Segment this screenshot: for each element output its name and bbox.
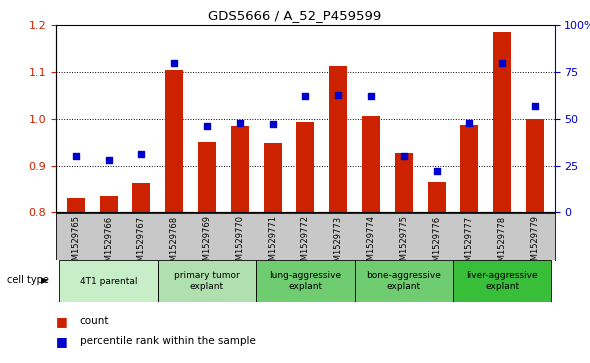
Text: percentile rank within the sample: percentile rank within the sample	[80, 336, 255, 346]
Point	[104, 157, 113, 163]
Bar	[158, 260, 256, 302]
Text: GSM1529770: GSM1529770	[235, 215, 244, 272]
Point	[169, 60, 179, 66]
Text: GSM1529773: GSM1529773	[333, 215, 343, 272]
Text: GSM1529771: GSM1529771	[268, 215, 277, 272]
Text: GSM1529775: GSM1529775	[399, 215, 408, 272]
Point	[71, 153, 80, 159]
Point	[366, 94, 376, 99]
Bar	[60, 260, 158, 302]
Bar	[428, 183, 445, 212]
Bar	[329, 66, 347, 212]
Text: GSM1529769: GSM1529769	[202, 215, 211, 272]
Text: primary tumor
explant: primary tumor explant	[174, 272, 240, 291]
Text: GSM1529779: GSM1529779	[530, 215, 539, 272]
Text: 4T1 parental: 4T1 parental	[80, 277, 137, 286]
Text: GSM1529766: GSM1529766	[104, 215, 113, 272]
Bar	[395, 153, 413, 212]
Bar	[256, 260, 355, 302]
Text: liver-aggressive
explant: liver-aggressive explant	[466, 272, 538, 291]
Text: GSM1529765: GSM1529765	[71, 215, 80, 272]
Point	[333, 92, 343, 98]
Point	[235, 120, 244, 126]
Text: ▶: ▶	[41, 276, 48, 285]
Point	[300, 94, 310, 99]
Bar	[296, 122, 314, 212]
Text: GSM1529776: GSM1529776	[432, 215, 441, 272]
Text: GSM1529772: GSM1529772	[301, 215, 310, 272]
Point	[530, 103, 540, 109]
Bar	[493, 32, 511, 212]
Text: bone-aggressive
explant: bone-aggressive explant	[366, 272, 441, 291]
Text: count: count	[80, 316, 109, 326]
Point	[464, 120, 474, 126]
Bar	[526, 119, 544, 212]
Point	[399, 153, 408, 159]
Bar	[460, 126, 478, 212]
Text: GSM1529774: GSM1529774	[366, 215, 375, 272]
Text: GSM1529778: GSM1529778	[497, 215, 507, 272]
Text: GSM1529777: GSM1529777	[465, 215, 474, 272]
Text: GSM1529767: GSM1529767	[137, 215, 146, 272]
Bar	[100, 196, 117, 212]
Text: cell type: cell type	[7, 275, 49, 285]
Bar	[362, 116, 380, 212]
Text: GDS5666 / A_52_P459599: GDS5666 / A_52_P459599	[208, 9, 382, 22]
Text: ■: ■	[56, 335, 68, 348]
Bar	[165, 70, 183, 212]
Point	[137, 151, 146, 157]
Bar	[264, 143, 281, 212]
Point	[497, 60, 507, 66]
Bar	[231, 126, 249, 212]
Text: lung-aggressive
explant: lung-aggressive explant	[269, 272, 342, 291]
Bar	[355, 260, 453, 302]
Bar	[453, 260, 551, 302]
Bar	[132, 183, 150, 212]
Bar	[67, 198, 85, 212]
Point	[268, 122, 277, 127]
Point	[432, 168, 441, 174]
Bar	[198, 142, 216, 212]
Text: ■: ■	[56, 315, 68, 328]
Text: GSM1529768: GSM1529768	[170, 215, 179, 272]
Point	[202, 123, 212, 129]
